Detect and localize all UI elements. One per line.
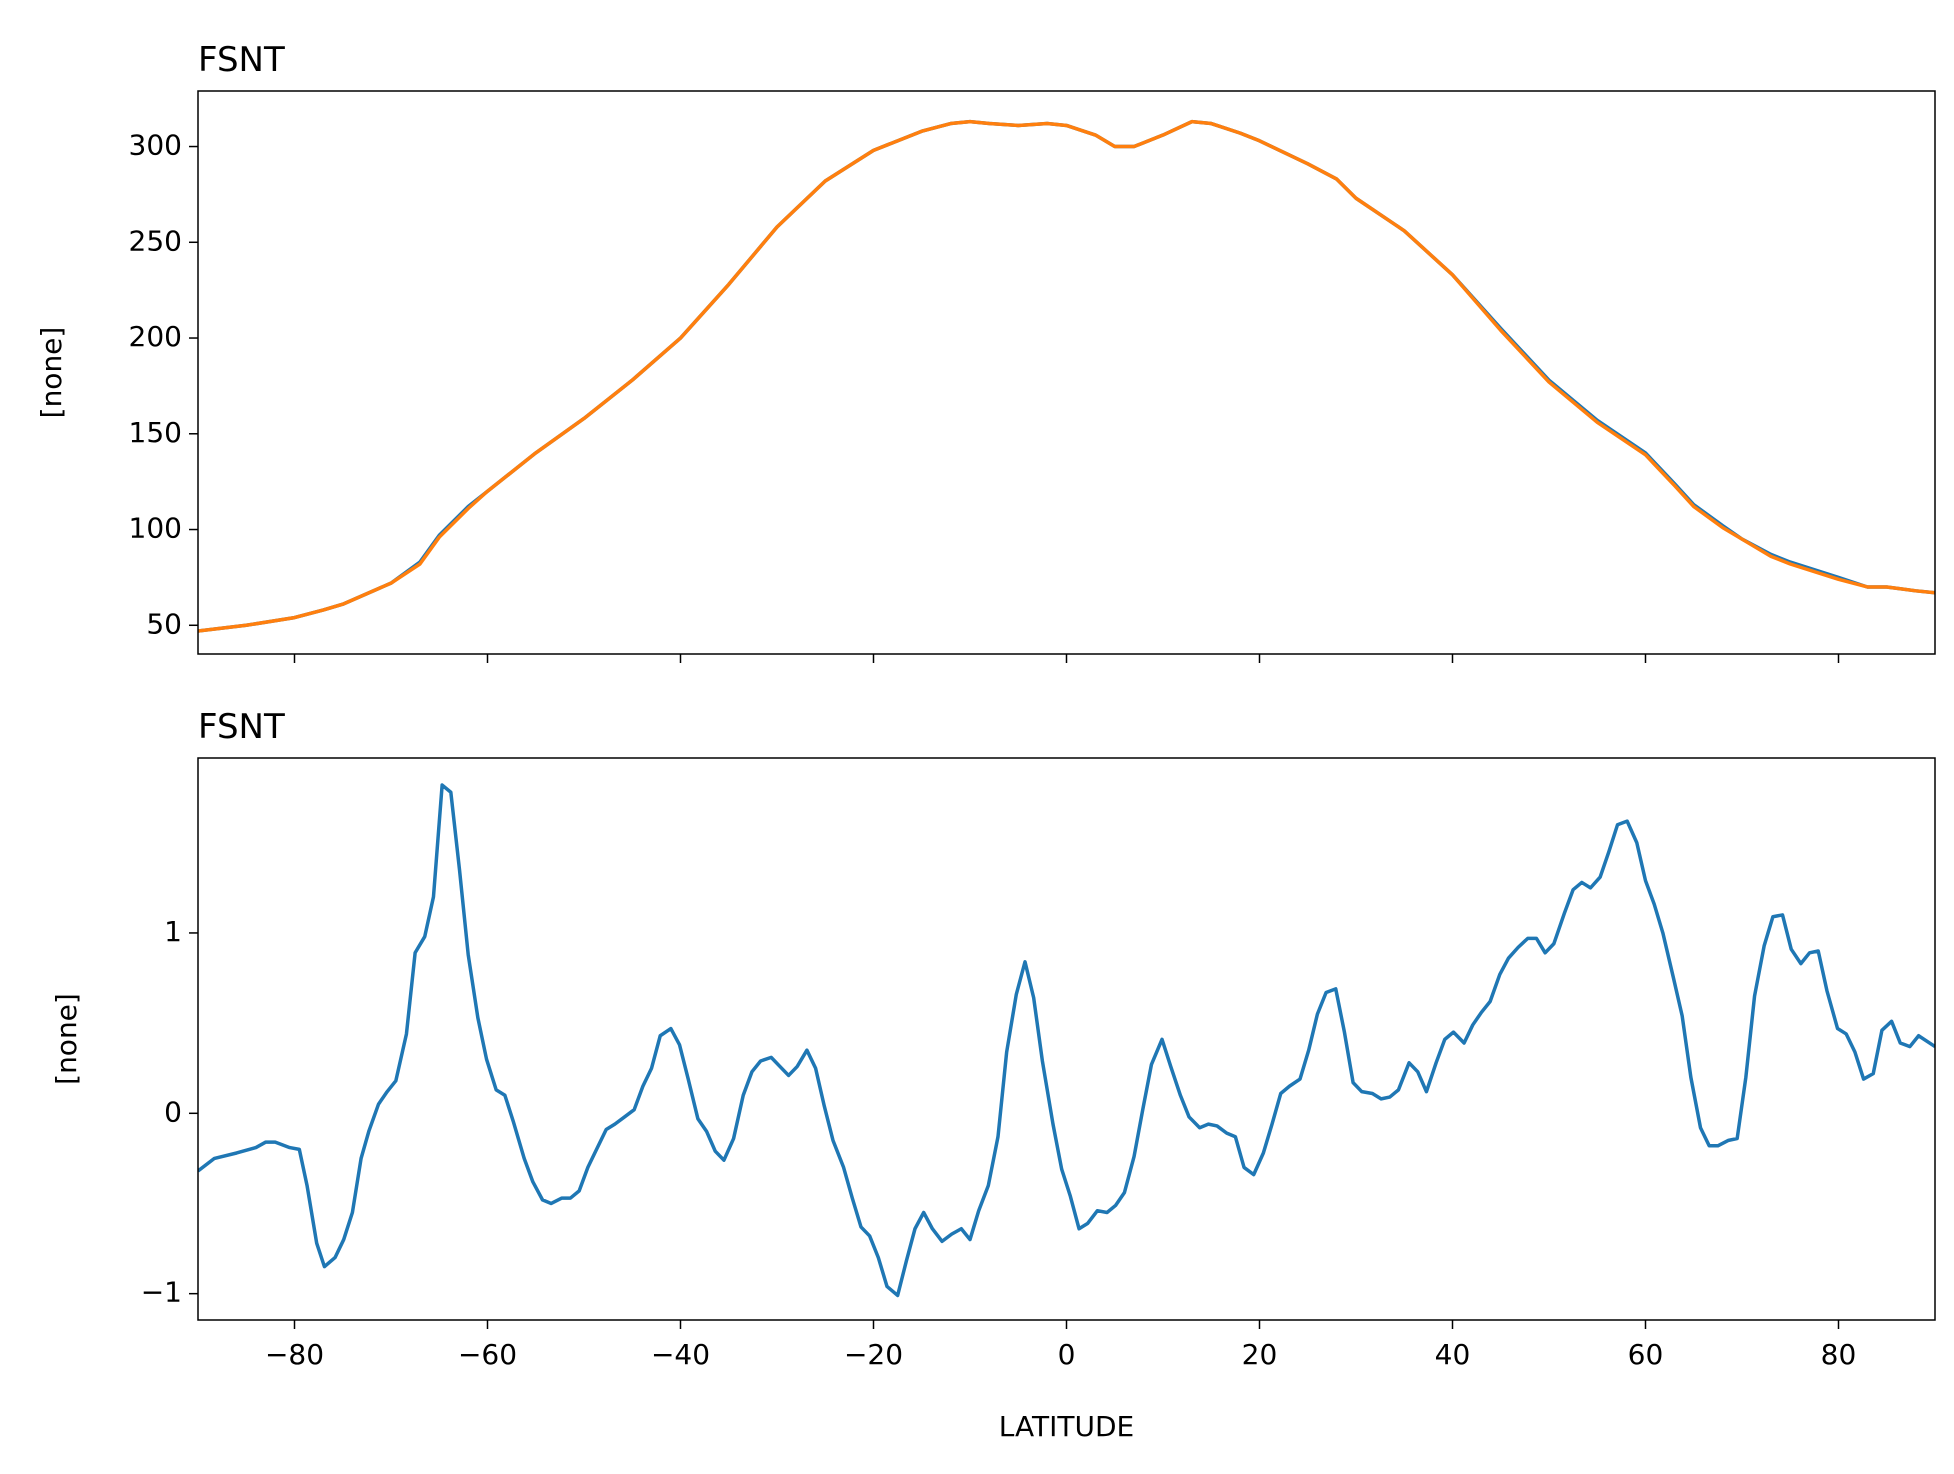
chart-title: FSNT (198, 707, 285, 747)
y-axis-label: [none] (35, 327, 68, 419)
chart-title: FSNT (198, 40, 285, 80)
y-tick-label: 150 (129, 416, 182, 449)
y-tick-label: 300 (129, 129, 182, 162)
x-tick-label: 60 (1628, 1338, 1664, 1371)
x-tick-label: 20 (1242, 1338, 1278, 1371)
x-tick-label: 40 (1435, 1338, 1471, 1371)
y-tick-label: −1 (141, 1276, 182, 1309)
y-tick-label: 1 (164, 915, 182, 948)
data-line (198, 783, 1935, 1298)
y-tick-label: 50 (146, 607, 182, 640)
data-line (198, 119, 1935, 633)
x-tick-label: 80 (1821, 1338, 1857, 1371)
y-tick-label: 250 (129, 224, 182, 257)
x-tick-label: −20 (844, 1338, 903, 1371)
x-tick-label: −40 (651, 1338, 710, 1371)
x-tick-label: 0 (1058, 1338, 1076, 1371)
y-axis-label: [none] (50, 993, 83, 1085)
x-axis-label: LATITUDE (999, 1410, 1134, 1443)
y-tick-label: 100 (129, 512, 182, 545)
y-tick-label: 200 (129, 320, 182, 353)
plot-frame (197, 90, 1936, 655)
y-tick-label: 0 (164, 1095, 182, 1128)
x-tick-label: −60 (458, 1338, 517, 1371)
plot-frame (197, 757, 1936, 1321)
x-tick-label: −80 (265, 1338, 324, 1371)
data-line (198, 119, 1935, 633)
